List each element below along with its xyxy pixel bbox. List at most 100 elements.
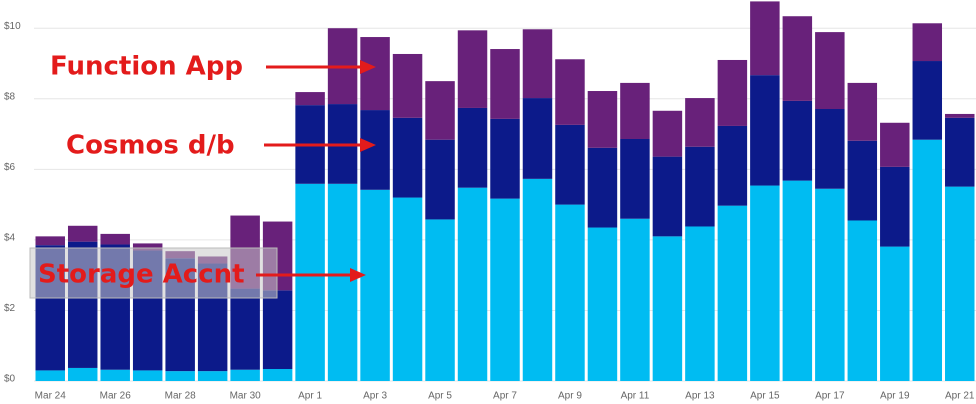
bar-segment [100,369,130,381]
bar-segment [945,117,975,187]
y-tick-label: $8 [4,91,16,102]
bar-segment [425,219,455,381]
y-tick-label: $10 [4,21,21,32]
bar-segment [457,187,488,381]
x-tick-label: Apr 1 [298,391,322,402]
x-tick-label: Apr 13 [685,391,715,402]
bar-segment [652,156,683,237]
label-box [29,247,278,299]
bar-segment [717,125,748,206]
y-tick-label: $6 [4,162,16,173]
bar-segment [587,227,618,381]
bar-segment [522,98,553,179]
bar-segment [880,122,910,167]
bar-segment [880,246,910,381]
bar-segment [717,59,748,126]
bar-segment [945,186,975,381]
x-tick-label: Mar 28 [165,391,197,402]
bar-segment [360,37,390,111]
arrow-head [360,60,376,74]
bar-segment [652,110,683,157]
bar-segment [262,290,293,370]
bar-segment [230,369,260,381]
y-tick-label: $2 [4,303,16,314]
bar-segment [490,198,520,381]
bar-segment [392,117,423,198]
x-tick-label: Apr 7 [493,391,517,402]
x-tick-label: Apr 17 [815,391,845,402]
bar-segment [945,113,975,118]
bar-segment [295,92,325,106]
y-tick-label: $0 [4,374,16,385]
y-tick-label: $4 [4,233,16,244]
bar-segment [165,371,195,381]
bar-segment [100,233,130,245]
bar-segment [555,124,585,205]
bar-segment [392,197,423,381]
x-tick-label: Mar 24 [35,391,67,402]
bar-segment [230,288,260,370]
bar-segment [67,367,98,381]
bar-segment [847,220,878,381]
x-tick-label: Apr 19 [880,391,910,402]
bar-segment [847,140,878,221]
bar-segment [815,109,845,189]
bar-segment [717,205,748,381]
bar-segment [490,118,520,199]
x-tick-label: Mar 26 [100,391,132,402]
bar-segment [620,82,650,139]
bar-segment [132,370,163,381]
bar-segment [555,204,585,381]
bar-segment [815,188,845,381]
bar-segment [522,29,553,99]
bar-segment [750,1,780,76]
bar-segment [197,371,228,381]
bar-segment [587,91,618,148]
bar-segment [457,30,488,108]
bar-segment [67,225,98,242]
x-tick-label: Mar 30 [230,391,262,402]
bar-segment [35,236,65,246]
arrow-head [360,138,376,152]
bar-segment [262,369,293,381]
bar-segment [750,75,780,186]
x-tick-label: Apr 9 [558,391,582,402]
bar-segment [457,107,488,188]
bar-segment [35,370,65,381]
annotation: Function App [50,52,243,82]
bar-segment [815,32,845,110]
x-tick-label: Apr 11 [621,391,650,402]
bar-segment [750,185,780,381]
bar-segment [490,49,520,119]
annotations: Function App Cosmos d/b Storage Accnt [29,52,376,299]
annotation: Storage Accnt [38,260,245,290]
bar-segment [425,81,455,140]
bar-segment [620,218,650,381]
x-tick-label: Apr 3 [363,391,387,402]
bar-segment [912,139,943,381]
x-tick-label: Apr 15 [750,391,780,402]
bar-segment [847,82,878,141]
bar-segment [360,189,390,381]
bar-segment [685,146,715,227]
bar-segment [522,178,553,381]
bar-segment [652,236,683,381]
bar-segment [912,61,943,140]
bar-segment [880,166,910,247]
bar-segment [685,226,715,381]
annotation: Cosmos d/b [66,131,235,161]
bar-segment [912,23,943,62]
bar-segment [327,183,358,381]
bar-segment [685,98,715,147]
x-tick-label: Apr 21 [945,391,975,402]
bar-segment [295,183,325,381]
bar-segment [425,139,455,220]
bar-segment [132,243,163,251]
bar-segment [782,180,813,381]
bar-segment [392,53,423,118]
bar-segment [555,59,585,125]
bar-segment [587,147,618,228]
bar-segment [360,110,390,190]
